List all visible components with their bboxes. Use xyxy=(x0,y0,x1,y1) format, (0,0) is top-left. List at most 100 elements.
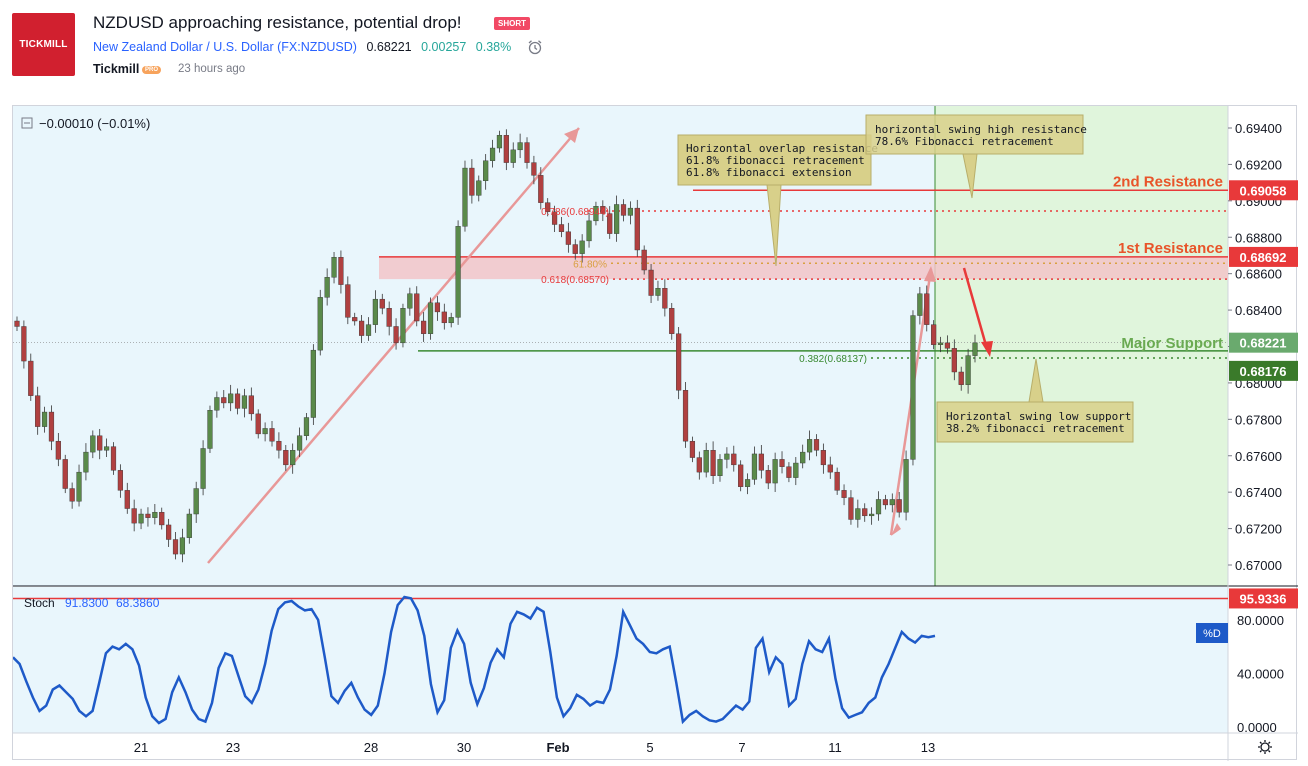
candle-body xyxy=(689,440,696,458)
candle-body xyxy=(813,439,820,451)
fib-618-extension-label: 61.80% xyxy=(573,259,607,270)
idea-title[interactable]: NZDUSD approaching resistance, potential… xyxy=(93,13,462,32)
alarm-clock-icon[interactable] xyxy=(527,39,543,55)
candle-body xyxy=(758,453,764,471)
stoch-d-tag-text: %D xyxy=(1203,628,1221,640)
price-tick-label: 0.67800 xyxy=(1235,412,1282,427)
time-axis[interactable]: 21 23 28 30 Feb 5 7 11 13 xyxy=(134,740,935,755)
candle-body xyxy=(469,167,475,196)
candle-body xyxy=(372,298,378,325)
time-tick-label: 21 xyxy=(134,740,148,755)
callout-line: Horizontal swing low support xyxy=(946,410,1131,423)
callout-line: Horizontal overlap resistance xyxy=(686,142,878,155)
candle-body xyxy=(83,451,89,473)
candle-body xyxy=(634,207,640,251)
collapse-icon[interactable] xyxy=(21,117,33,129)
candle-body xyxy=(917,293,923,316)
chart-container[interactable]: 2nd Resistance 1st Resistance Major Supp… xyxy=(12,105,1298,761)
price-tag xyxy=(1229,246,1298,267)
short-badge: SHORT xyxy=(494,17,530,30)
candlestick-series xyxy=(14,129,978,563)
callout-swing-high[interactable]: horizontal swing high resistance 78.6% F… xyxy=(865,114,1087,199)
candle-body xyxy=(179,537,186,555)
candle-body xyxy=(138,513,144,524)
candle-body xyxy=(145,513,151,518)
tickmill-logo[interactable]: TICKMILL xyxy=(12,13,75,76)
time-tick-label: 13 xyxy=(921,740,935,755)
stoch-overbought-tag xyxy=(1229,588,1298,609)
candle-body xyxy=(55,440,61,460)
candle-body xyxy=(400,308,406,344)
chart-svg[interactable]: 2nd Resistance 1st Resistance Major Supp… xyxy=(12,106,1298,761)
candle-body xyxy=(848,497,854,520)
price-tick-label: 0.67400 xyxy=(1235,485,1282,500)
candle-body xyxy=(166,524,172,540)
candle-body xyxy=(365,324,372,336)
candle-body xyxy=(476,180,482,196)
candle-body xyxy=(41,411,48,427)
candle-body xyxy=(386,308,392,327)
candle-body xyxy=(724,453,730,460)
symbol-change-pct: 0.38% xyxy=(475,40,512,54)
fib-0786-label: 0.786(0.68944) xyxy=(541,207,609,218)
candle-body xyxy=(228,393,234,404)
candle-body xyxy=(786,466,792,478)
time-tick-label: 5 xyxy=(646,740,653,755)
stoch-overbought-tag-text: 95.9336 xyxy=(1240,591,1287,606)
candle-body xyxy=(558,224,565,232)
projected-drop-arrow xyxy=(962,267,989,350)
candle-body xyxy=(820,450,826,466)
first-resistance-label: 1st Resistance xyxy=(1118,240,1223,257)
candle-body xyxy=(28,360,34,396)
callout-overlap-resistance[interactable]: Horizontal overlap resistance 61.8% fibo… xyxy=(677,134,878,267)
candle-body xyxy=(676,333,682,391)
candle-body xyxy=(600,206,606,214)
price-tag-text: 0.68176 xyxy=(1240,364,1287,379)
candle-body xyxy=(110,446,117,471)
author-name[interactable]: Tickmill xyxy=(93,62,140,76)
symbol-price: 0.68221 xyxy=(366,40,412,54)
candle-body xyxy=(641,249,647,271)
callout-swing-low[interactable]: Horizontal swing low support 38.2% fibon… xyxy=(936,358,1134,443)
price-tick-label: 0.69400 xyxy=(1235,121,1282,136)
candle-body xyxy=(937,342,944,345)
candle-body xyxy=(103,446,110,451)
candle-body xyxy=(614,204,620,234)
price-axis[interactable]: 0.694000.692000.690000.688000.686000.684… xyxy=(1228,121,1282,573)
stoch-d-line xyxy=(12,595,936,725)
candle-body xyxy=(524,142,530,163)
candle-body xyxy=(703,450,709,473)
candle-body xyxy=(69,488,75,502)
candle-body xyxy=(483,160,489,182)
callout-box xyxy=(865,114,1084,155)
candle-body xyxy=(393,326,399,344)
candle-body xyxy=(262,428,268,435)
candle-body xyxy=(462,167,468,227)
callout-line: 61.8% fibonacci retracement xyxy=(686,154,865,167)
candle-body xyxy=(744,479,751,487)
callout-line: 38.2% fibonacci retracement xyxy=(946,422,1125,435)
candle-body xyxy=(414,293,420,322)
symbol-line: New Zealand Dollar / U.S. Dollar (FX:NZD… xyxy=(93,40,511,54)
price-tag xyxy=(1229,332,1298,353)
candle-body xyxy=(303,417,310,436)
stoch-pane-background xyxy=(13,587,1228,733)
candle-body xyxy=(407,293,413,309)
candle-body xyxy=(421,320,427,334)
callout-pointer xyxy=(962,153,978,199)
candle-body xyxy=(503,135,509,163)
candle-body xyxy=(593,206,599,222)
candle-body xyxy=(648,269,654,296)
candle-body xyxy=(48,411,55,442)
drop-arrow-head xyxy=(981,341,993,357)
settings-gear-icon[interactable] xyxy=(1258,740,1272,754)
time-tick-label: 11 xyxy=(828,740,842,755)
price-tick-label: 0.68400 xyxy=(1235,303,1282,318)
stoch-k-value: 91.8300 xyxy=(65,596,109,610)
candle-body xyxy=(538,175,544,203)
candle-body xyxy=(172,539,179,555)
candle-body xyxy=(565,231,571,245)
fib-0382-label: 0.382(0.68137) xyxy=(799,354,867,365)
price-tick-label: 0.67000 xyxy=(1235,558,1282,573)
symbol-link[interactable]: New Zealand Dollar / U.S. Dollar (FX:NZD… xyxy=(93,40,357,54)
